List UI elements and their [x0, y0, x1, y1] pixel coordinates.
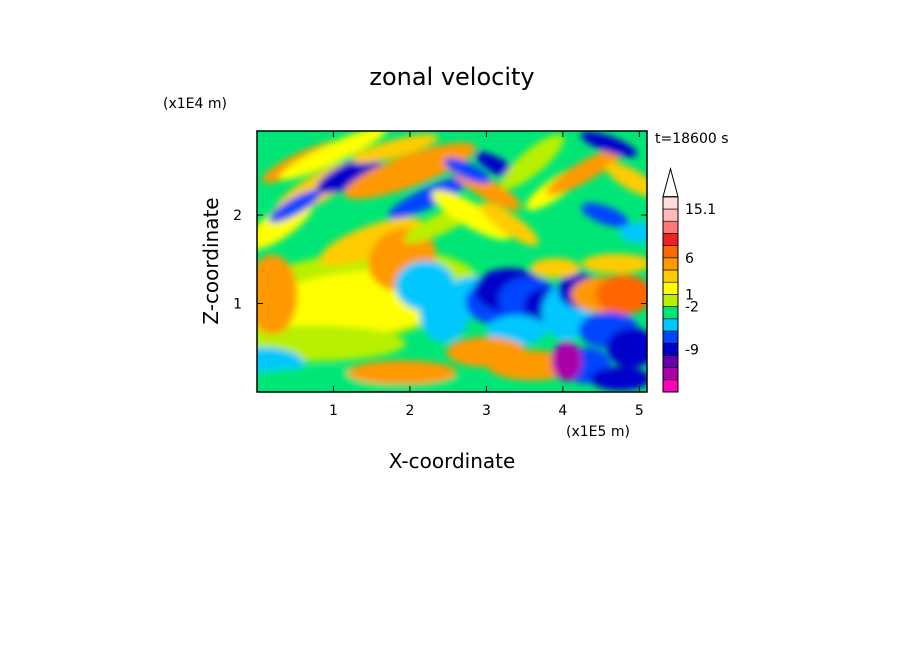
field-contour-blob: [278, 131, 389, 181]
field-contour-blob: [480, 202, 539, 246]
x-unit-label: (x1E5 m): [566, 424, 630, 440]
field-contour-blob: [388, 176, 471, 219]
x-tick-label: 5: [635, 403, 644, 419]
field-contour-blob: [605, 162, 647, 197]
y-axis-label: Z-coordinate: [199, 197, 223, 324]
colorbar-label: -9: [685, 342, 699, 358]
colorbar-label: 15.1: [685, 202, 716, 218]
colorbar-label: 1: [685, 287, 694, 303]
colorbar-swatch: [662, 318, 679, 332]
field-contour-blob: [530, 258, 581, 279]
field-contour-blob: [347, 360, 458, 385]
colorbar-label: -2: [685, 300, 699, 316]
colorbar-swatch: [662, 294, 679, 307]
colorbar-swatch: [662, 306, 679, 320]
field-contour-blob: [444, 157, 491, 184]
chart-title: zonal velocity: [369, 63, 534, 91]
field-contour-blob: [351, 134, 439, 164]
colorbar-swatch: [662, 257, 679, 271]
x-tick-label: 3: [482, 403, 491, 419]
colorbar-swatch: [662, 367, 679, 381]
colorbar-frame: [662, 196, 679, 393]
colorbar: 15.1 6 1-2 -9: [662, 166, 716, 393]
colorbar-swatch: [662, 208, 679, 222]
field-contour-blob: [431, 190, 511, 240]
field-contour-blob: [551, 341, 582, 382]
colorbar-swatch: [662, 245, 679, 259]
heatmap-field: [257, 131, 647, 392]
field-contour-blob: [596, 274, 647, 315]
colorbar-swatch: [662, 379, 679, 393]
x-tick-label: 4: [558, 403, 567, 419]
field-contour-blob: [546, 146, 626, 195]
y-tick-label: 1: [233, 297, 242, 313]
field-contour-blob: [606, 327, 647, 368]
field-contour-blob: [619, 222, 647, 243]
field-contour-blob: [500, 134, 564, 190]
x-axis-ticks: 1 2 3 4 5: [329, 131, 644, 419]
colorbar-swatch: [662, 220, 679, 234]
colorbar-swatch: [662, 233, 679, 246]
x-tick-label: 2: [405, 403, 414, 419]
colorbar-swatch: [662, 269, 679, 283]
y-unit-label: (x1E4 m): [163, 96, 227, 112]
field-contour-blob: [316, 156, 381, 194]
colorbar-swatch: [662, 281, 679, 295]
field-contour-blob: [268, 189, 322, 223]
field-contour-blob: [580, 131, 638, 157]
field-contour-blob: [581, 253, 647, 274]
colorbar-swatch: [662, 330, 679, 344]
x-axis-label: X-coordinate: [389, 449, 516, 473]
colorbar-swatch: [662, 355, 679, 368]
field-contour-blob: [487, 315, 547, 346]
colorbar-label: 6: [685, 251, 694, 267]
y-tick-label: 2: [233, 208, 242, 224]
colorbar-extend-arrow: [662, 166, 679, 198]
field-contour-blob: [257, 254, 298, 335]
field-contour-blob: [257, 325, 406, 362]
time-label: t=18600 s: [655, 131, 729, 147]
plot-frame: [256, 130, 648, 393]
colorbar-swatch: [662, 342, 679, 356]
field-contour-blob: [581, 203, 629, 228]
x-tick-label: 1: [329, 403, 338, 419]
y-axis-ticks: 12: [233, 208, 647, 313]
field-contour-blob: [590, 366, 647, 391]
colorbar-swatch: [662, 196, 679, 210]
field-contour-blob: [343, 142, 476, 200]
